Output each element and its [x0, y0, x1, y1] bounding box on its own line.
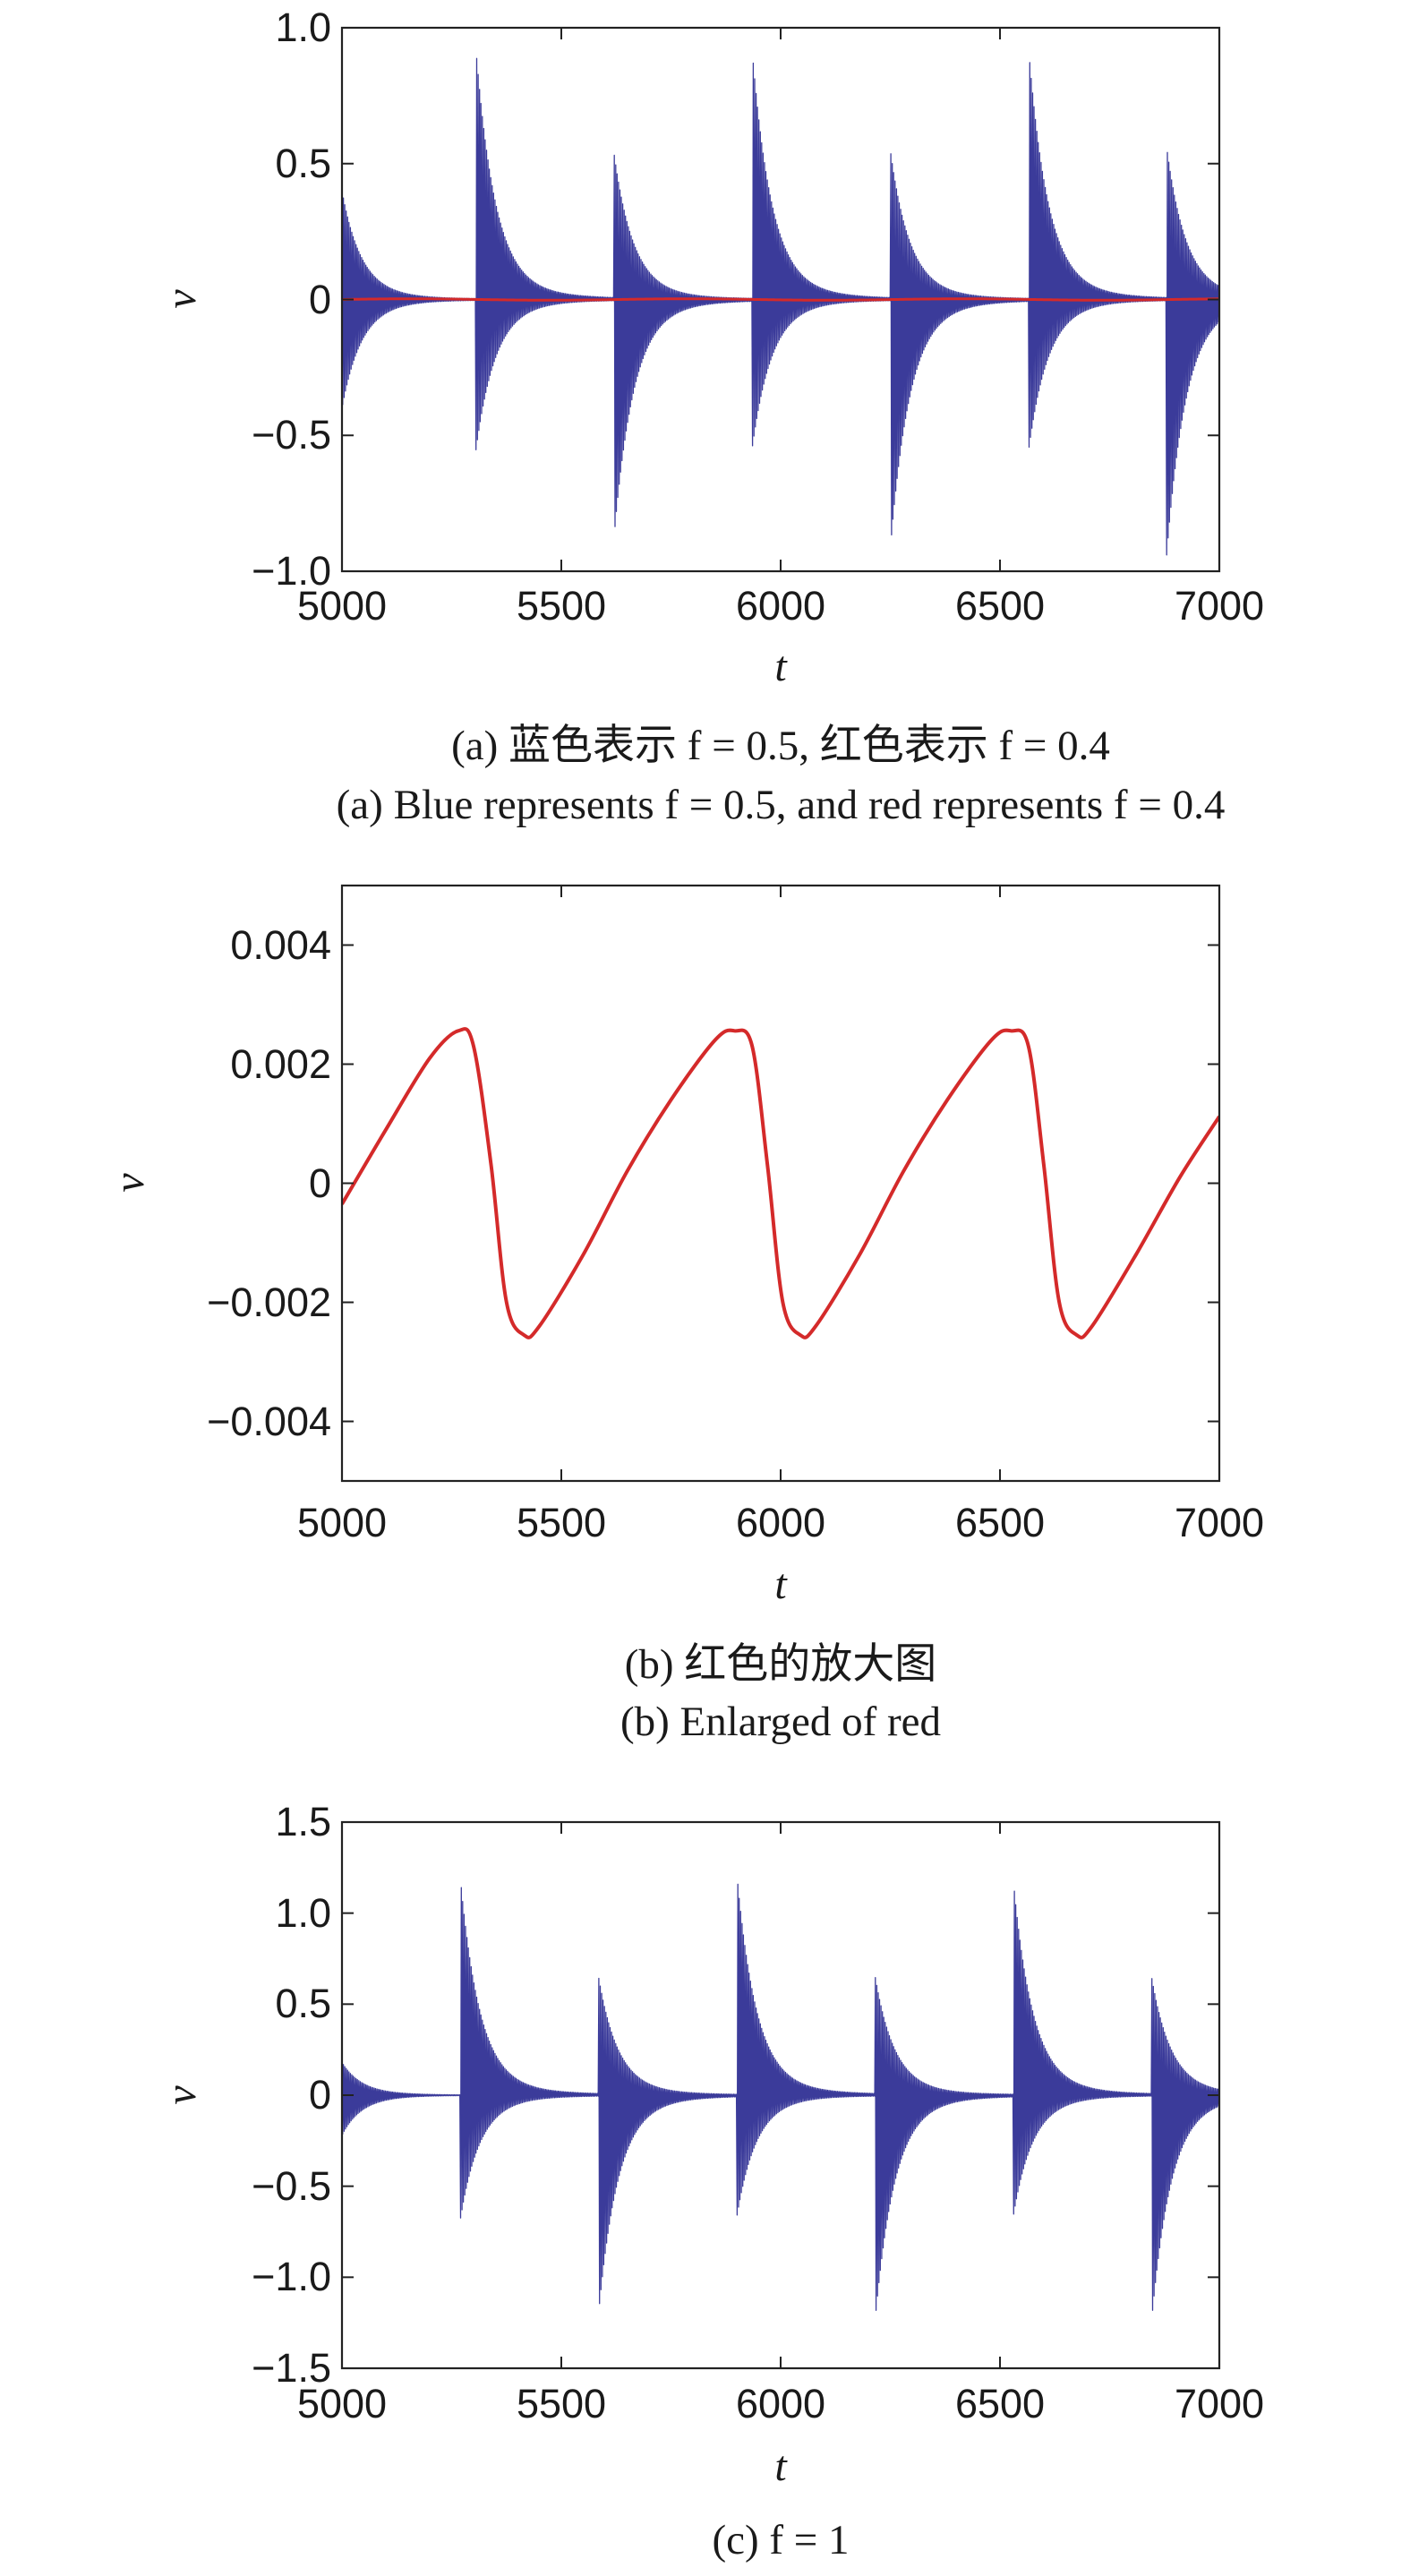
- panel-b-frame: [340, 884, 1221, 1483]
- panel-a: 1.0 0.5 0 −0.5 −1.0 5000 5500 6000 6500 …: [158, 4, 1264, 828]
- panel-b-series-0-line: [342, 1027, 1219, 1339]
- panel-a-ticks: [341, 27, 1220, 572]
- panel-b-ytick-label: 0.002: [230, 1041, 331, 1087]
- panel-a-plot: [342, 57, 1219, 556]
- panel-a-ytick-label: 0.5: [275, 141, 331, 186]
- panel-b-xtick-label: 7000: [1175, 1500, 1264, 1545]
- panel-c-xtick-label: 6000: [736, 2381, 825, 2426]
- panel-c-series-0-line: [342, 1883, 1219, 2311]
- panel-c-xtick-label: 7000: [1175, 2381, 1264, 2426]
- panel-a-ytick-label: −1.0: [252, 548, 331, 594]
- panel-a-ylabel: v: [158, 289, 205, 309]
- panel-a-caption-zh: (a) 蓝色表示 f = 0.5, 红色表示 f = 0.4: [451, 723, 1110, 769]
- panel-a-ytick-label: 0: [309, 277, 331, 322]
- panel-c: 1.5 1.0 0.5 0 −0.5 −1.0 −1.5 5000 5500 6…: [158, 1799, 1264, 2563]
- panel-c-ytick-label: 1.5: [275, 1799, 331, 1844]
- panel-b-xtick-label: 5500: [517, 1500, 606, 1545]
- panel-a-ytick-label: −0.5: [252, 412, 331, 458]
- panel-c-plot: [342, 1883, 1219, 2311]
- panel-c-ytick-label: 0.5: [275, 1981, 331, 2026]
- panel-b-xtick-label: 6500: [955, 1500, 1045, 1545]
- panel-b-ytick-label: −0.004: [207, 1399, 331, 1444]
- panel-a-xtick-label: 6500: [955, 583, 1045, 629]
- panel-b-caption-en: (b) Enlarged of red: [620, 1699, 941, 1745]
- panel-c-ticks: [341, 1821, 1220, 2369]
- panel-b-ytick-label: 0: [309, 1160, 331, 1206]
- panel-c-xtick-label: 6500: [955, 2381, 1045, 2426]
- panel-a-xtick-label: 5000: [297, 583, 387, 629]
- panel-b-xlabel: t: [774, 1561, 788, 1608]
- panel-c-xtick-label: 5000: [297, 2381, 387, 2426]
- panel-a-xtick-label: 5500: [517, 583, 606, 629]
- panel-a-xtick-label: 6000: [736, 583, 825, 629]
- panel-a-caption-en: (a) Blue represents f = 0.5, and red rep…: [337, 782, 1226, 828]
- panel-c-xlabel: t: [774, 2443, 788, 2490]
- panel-c-ytick-label: 0: [309, 2072, 331, 2118]
- panel-c-ytick-label: −1.0: [252, 2254, 331, 2299]
- panel-c-xtick-label: 5500: [517, 2381, 606, 2426]
- panel-a-xlabel: t: [774, 643, 788, 690]
- panel-a-xtick-label: 7000: [1175, 583, 1264, 629]
- panel-b-ylabel: v: [106, 1173, 153, 1193]
- panel-c-caption: (c) f = 1: [712, 2517, 849, 2563]
- panel-b: 0.004 0.002 0 −0.002 −0.004 5000 5500 60…: [106, 884, 1264, 1745]
- panel-a-series-0-line: [342, 57, 1219, 556]
- panel-b-ticks: [341, 886, 1220, 1481]
- panel-c-ytick-label: 1.0: [275, 1890, 331, 1936]
- panel-b-plot: [342, 1027, 1219, 1339]
- panel-c-ytick-label: −1.5: [252, 2345, 331, 2391]
- panel-c-ylabel: v: [158, 2085, 205, 2105]
- panel-a-series-1-line: [342, 297, 1219, 302]
- panel-a-ytick-label: 1.0: [275, 4, 331, 50]
- panel-b-ytick-label: 0.004: [230, 922, 331, 968]
- panel-b-xtick-label: 5000: [297, 1500, 387, 1545]
- panel-b-ytick-label: −0.002: [207, 1279, 331, 1325]
- panel-b-xtick-label: 6000: [736, 1500, 825, 1545]
- panel-c-ytick-label: −0.5: [252, 2163, 331, 2209]
- panel-b-caption-zh: (b) 红色的放大图: [625, 1641, 937, 1688]
